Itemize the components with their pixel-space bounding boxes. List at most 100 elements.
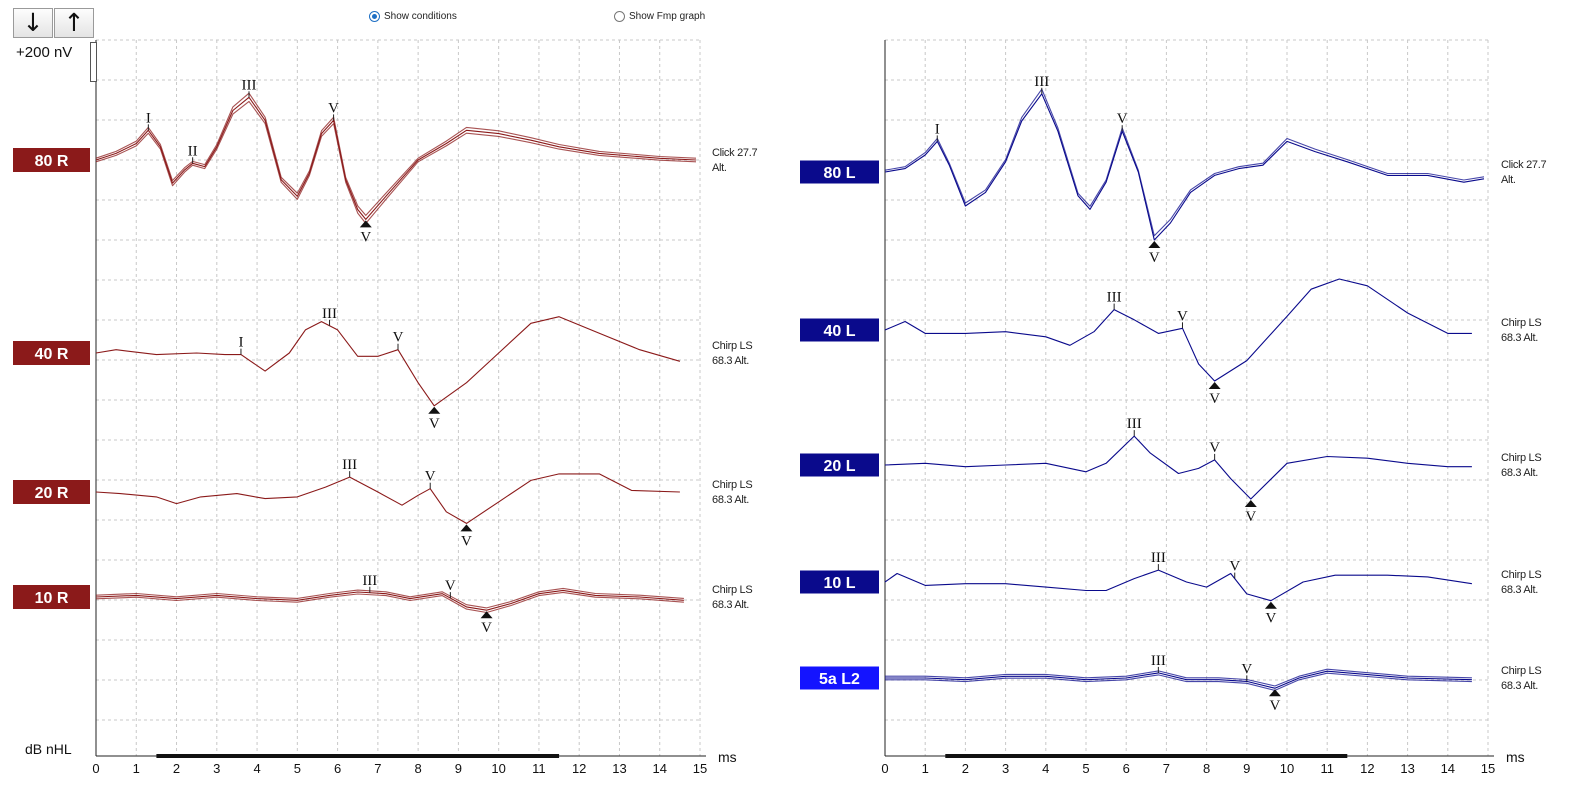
peak-marker-label: III xyxy=(1107,290,1122,306)
trace-condition-label: 68.3 Alt. xyxy=(1501,584,1538,596)
x-unit-label: ms xyxy=(718,749,737,765)
show-conditions-label: Show conditions xyxy=(384,11,457,22)
trough-marker-label: V xyxy=(360,229,371,245)
peak-marker-label: V xyxy=(425,469,436,485)
trace-condition-label: Chirp LS xyxy=(1501,569,1541,581)
trough-marker-label: V xyxy=(1270,698,1281,714)
peak-marker-label: III xyxy=(1034,74,1049,90)
up-arrow-button[interactable]: ↑ xyxy=(54,8,94,38)
trace-condition-label: Chirp LS xyxy=(712,584,752,596)
trace-condition-label: 68.3 Alt. xyxy=(712,494,749,506)
x-tick-label: 1 xyxy=(133,761,140,776)
level-label-box xyxy=(800,453,879,477)
level-label-text: 20 L xyxy=(823,458,855,475)
trace-condition-label: Chirp LS xyxy=(1501,317,1541,329)
peak-marker-label: III xyxy=(342,457,357,473)
waveform-trace xyxy=(884,93,1485,241)
peak-marker-label: III xyxy=(1127,416,1142,432)
peak-marker-label: I xyxy=(238,335,243,351)
x-tick-label: 3 xyxy=(213,761,220,776)
level-label-text: 80 L xyxy=(823,165,855,182)
peak-marker-label: V xyxy=(393,330,404,346)
x-tick-label: 13 xyxy=(1400,761,1414,776)
peak-marker-label: III xyxy=(242,77,257,93)
peak-marker-label: V xyxy=(445,578,456,594)
x-tick-label: 7 xyxy=(1163,761,1170,776)
waveform-trace xyxy=(884,88,1485,237)
x-tick-label: 15 xyxy=(1481,761,1495,776)
level-label-box xyxy=(13,480,90,504)
level-label-text: 40 R xyxy=(35,346,69,363)
level-label-box xyxy=(800,160,879,184)
x-tick-label: 6 xyxy=(334,761,341,776)
x-tick-label: 10 xyxy=(491,761,505,776)
waveform-trace xyxy=(95,589,684,611)
show-conditions-radio[interactable]: Show conditions xyxy=(369,11,457,22)
level-label-text: 20 R xyxy=(35,485,69,502)
level-label-box xyxy=(13,341,90,365)
level-label-text: 5a L2 xyxy=(819,671,860,688)
waveform-trace xyxy=(95,316,681,407)
radio-selected-icon xyxy=(369,11,380,22)
x-tick-label: 4 xyxy=(253,761,260,776)
amplitude-scale-label: +200 nV xyxy=(12,44,73,61)
trough-marker-icon xyxy=(1244,500,1257,507)
trace-condition-label: 68.3 Alt. xyxy=(1501,467,1538,479)
peak-marker-label: V xyxy=(1229,559,1240,575)
level-label-box xyxy=(13,585,90,609)
show-fmp-radio[interactable]: Show Fmp graph xyxy=(614,11,705,22)
level-label-text: 40 L xyxy=(823,323,855,340)
trace-condition-label: 68.3 Alt. xyxy=(712,599,749,611)
trace-condition-label: Chirp LS xyxy=(1501,452,1541,464)
x-tick-label: 3 xyxy=(1002,761,1009,776)
peak-marker-label: V xyxy=(1209,440,1220,456)
show-fmp-label: Show Fmp graph xyxy=(629,11,706,22)
trace-condition-label: Click 27.7 xyxy=(712,147,757,159)
peak-marker-label: II xyxy=(188,143,198,159)
x-tick-label: 8 xyxy=(415,761,422,776)
down-arrow-button[interactable]: ↓ xyxy=(13,8,53,38)
peak-marker-label: I xyxy=(935,121,940,137)
x-unit-label: ms xyxy=(1506,749,1525,765)
x-tick-label: 15 xyxy=(693,761,707,776)
peak-marker-label: III xyxy=(322,306,337,322)
trough-marker-icon xyxy=(1208,382,1221,389)
y-unit-label: dB nHL xyxy=(25,741,72,757)
level-label-text: 10 L xyxy=(823,575,855,592)
trough-marker-label: V xyxy=(1149,250,1160,266)
x-tick-label: 12 xyxy=(572,761,586,776)
level-label-box xyxy=(13,148,90,172)
trace-condition-label: 68.3 Alt. xyxy=(1501,332,1538,344)
amplitude-scale-bar[interactable] xyxy=(90,42,97,82)
level-label-box xyxy=(800,318,879,342)
x-tick-label: 4 xyxy=(1042,761,1049,776)
waveform-trace xyxy=(95,96,697,220)
trace-condition-label: Click 27.7 xyxy=(1501,159,1546,171)
waveform-trace xyxy=(884,569,1472,602)
waveform-trace xyxy=(95,587,684,609)
waveform-trace xyxy=(885,672,1472,691)
peak-marker-label: V xyxy=(328,100,339,116)
peak-marker-label: III xyxy=(362,573,377,589)
waveform-trace xyxy=(885,670,1472,689)
trough-marker-icon xyxy=(1148,241,1161,248)
x-tick-label: 2 xyxy=(173,761,180,776)
x-tick-label: 6 xyxy=(1123,761,1130,776)
x-tick-label: 8 xyxy=(1203,761,1210,776)
peak-marker-label: V xyxy=(1241,661,1252,677)
peak-marker-label: I xyxy=(146,110,151,126)
trough-marker-icon xyxy=(359,220,372,228)
level-label-box xyxy=(800,666,879,690)
x-tick-label: 9 xyxy=(455,761,462,776)
trough-marker-label: V xyxy=(461,533,472,549)
trough-marker-label: V xyxy=(481,620,492,636)
x-tick-label: 5 xyxy=(1082,761,1089,776)
waveform-trace xyxy=(884,435,1472,500)
x-tick-label: 2 xyxy=(962,761,969,776)
trough-marker-icon xyxy=(1268,689,1281,697)
trough-marker-icon xyxy=(1264,601,1277,609)
trace-condition-label: Chirp LS xyxy=(1501,665,1541,677)
peak-marker-label: III xyxy=(1151,550,1166,566)
trace-condition-label: Chirp LS xyxy=(712,340,752,352)
